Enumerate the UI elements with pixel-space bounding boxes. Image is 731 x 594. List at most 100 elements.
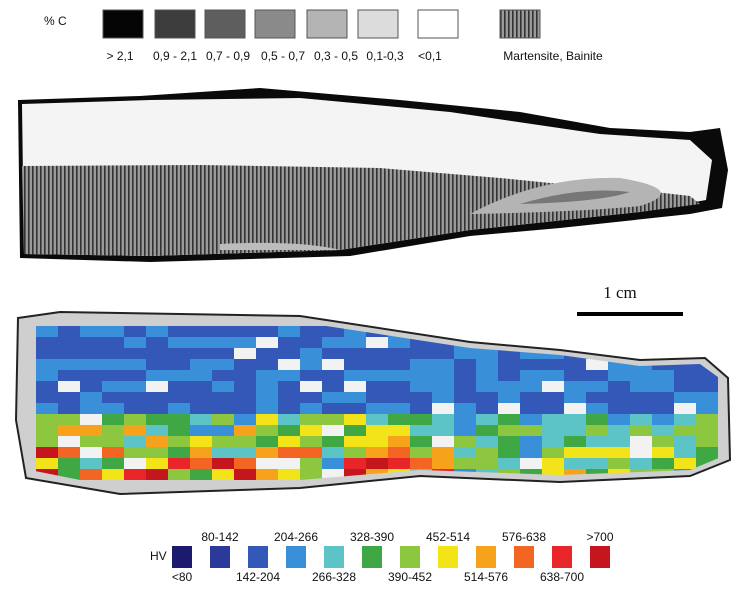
cell xyxy=(102,403,124,414)
cell xyxy=(652,425,674,436)
cell xyxy=(564,447,586,458)
cell xyxy=(36,403,58,414)
cell xyxy=(476,348,498,359)
cell xyxy=(476,436,498,447)
cell xyxy=(80,403,102,414)
carbon-legend: > 2,1 0,9 - 2,1 0,7 - 0,9 0,5 - 0,7 0,3 - 0,… xyxy=(102,9,603,63)
cell xyxy=(454,370,476,381)
cell xyxy=(36,414,58,425)
cell xyxy=(410,425,432,436)
hardness-label: 266-328 xyxy=(312,570,356,584)
cell xyxy=(124,425,146,436)
cell xyxy=(454,414,476,425)
cell xyxy=(278,403,300,414)
hardness-label: 638-700 xyxy=(540,570,584,584)
cell xyxy=(58,348,80,359)
cell xyxy=(300,381,322,392)
cell xyxy=(542,370,564,381)
cell xyxy=(212,447,234,458)
cell xyxy=(58,392,80,403)
cell xyxy=(586,403,608,414)
cell xyxy=(300,337,322,348)
cell xyxy=(300,425,322,436)
cell xyxy=(520,359,542,370)
cell xyxy=(366,425,388,436)
cell xyxy=(608,425,630,436)
cell xyxy=(58,458,80,469)
cell xyxy=(102,469,124,480)
cell xyxy=(256,469,278,480)
cell xyxy=(146,414,168,425)
cell xyxy=(630,392,652,403)
hardness-swatch xyxy=(590,546,610,568)
cell xyxy=(630,414,652,425)
cell xyxy=(300,403,322,414)
cell xyxy=(256,425,278,436)
cell xyxy=(124,458,146,469)
cell xyxy=(124,447,146,458)
cell xyxy=(278,348,300,359)
cell xyxy=(586,425,608,436)
cell xyxy=(652,436,674,447)
cell xyxy=(652,337,674,348)
cell xyxy=(102,392,124,403)
cell xyxy=(278,447,300,458)
cell xyxy=(212,359,234,370)
cell xyxy=(696,370,718,381)
cell xyxy=(608,359,630,370)
carbon-label: 0,3 - 0,5 xyxy=(314,49,358,63)
cell xyxy=(124,348,146,359)
cell xyxy=(652,326,674,337)
cell xyxy=(58,370,80,381)
cell xyxy=(630,403,652,414)
cell xyxy=(168,337,190,348)
cell xyxy=(212,348,234,359)
cell xyxy=(322,326,344,337)
carbon-label: 0,7 - 0,9 xyxy=(206,49,250,63)
cell xyxy=(366,414,388,425)
cell xyxy=(366,359,388,370)
cell xyxy=(278,436,300,447)
cell xyxy=(322,359,344,370)
cell xyxy=(696,414,718,425)
cell xyxy=(168,436,190,447)
cell xyxy=(410,414,432,425)
cell xyxy=(322,348,344,359)
hardness-label: 204-266 xyxy=(274,530,318,544)
cell xyxy=(388,381,410,392)
cell xyxy=(366,392,388,403)
cell xyxy=(388,370,410,381)
cell xyxy=(124,326,146,337)
cell xyxy=(564,337,586,348)
cell xyxy=(432,403,454,414)
cell xyxy=(696,326,718,337)
cell xyxy=(564,381,586,392)
cell xyxy=(146,348,168,359)
cell xyxy=(146,381,168,392)
cell xyxy=(124,370,146,381)
cell xyxy=(278,425,300,436)
cell xyxy=(58,469,80,480)
cell xyxy=(652,348,674,359)
cell xyxy=(520,348,542,359)
cell xyxy=(476,392,498,403)
cell xyxy=(366,348,388,359)
cell xyxy=(564,436,586,447)
cell xyxy=(190,381,212,392)
cell xyxy=(388,337,410,348)
cell xyxy=(58,337,80,348)
cell xyxy=(586,447,608,458)
cell xyxy=(124,337,146,348)
cell xyxy=(476,447,498,458)
cell xyxy=(256,337,278,348)
cell xyxy=(212,392,234,403)
cell xyxy=(344,326,366,337)
cell xyxy=(146,458,168,469)
cell xyxy=(146,337,168,348)
cell xyxy=(190,348,212,359)
cell xyxy=(454,403,476,414)
cell xyxy=(608,392,630,403)
cell xyxy=(674,425,696,436)
cell xyxy=(366,436,388,447)
cell xyxy=(696,425,718,436)
